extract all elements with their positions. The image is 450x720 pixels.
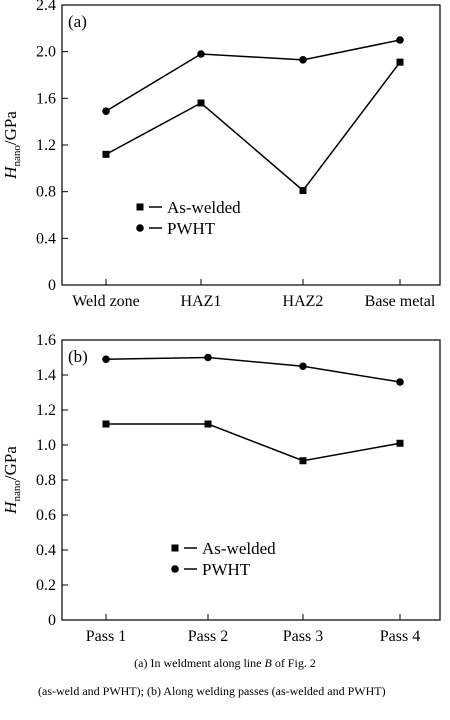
data-point-circle: [396, 36, 404, 44]
series-line-pwht: [105, 356, 401, 383]
data-point-square: [102, 150, 110, 158]
y-tick-label: 1.4: [36, 367, 56, 384]
y-tick-label: 1.2: [36, 137, 56, 154]
y-tick-label: 0.4: [36, 230, 56, 247]
y-tick-label: 0.8: [36, 184, 56, 201]
y-tick-label: 1.0: [36, 437, 56, 454]
data-point-square: [204, 420, 212, 428]
y-axis-label: Hnano/GPa: [1, 446, 23, 515]
data-point-circle: [197, 50, 205, 58]
legend-marker-square: [171, 544, 179, 552]
x-tick-label: Pass 2: [188, 628, 228, 645]
legend-marker-circle: [136, 224, 144, 232]
figure: 0 0.4 0.8 1.2 1.6 2.0 2.4 Weld zone HAZ1 HAZ2 Base…: [1, 0, 441, 645]
data-point-square: [197, 99, 205, 107]
y-tick-label: 2.0: [36, 44, 56, 61]
x-tick-label: Base metal: [365, 293, 436, 310]
legend-label: As-welded: [167, 198, 241, 217]
chart-panel-b: 0 0.2 0.4 0.6 0.8 1.0 1.2 1.4 1.6 Pass 1 Pass 2 Pas…: [1, 332, 441, 645]
y-tick-label: 0.8: [36, 472, 56, 489]
data-point-circle: [102, 355, 110, 364]
legend-marker-square: [136, 203, 144, 211]
y-tick-label: 2.4: [36, 0, 56, 14]
legend-marker-circle: [171, 565, 179, 573]
x-tick-label: HAZ2: [283, 293, 324, 310]
panel-label: (b): [68, 347, 88, 366]
y-axis-label: Hnano/GPa: [1, 111, 23, 180]
x-tick-label: Weld zone: [72, 293, 140, 310]
legend-label: PWHT: [167, 219, 216, 238]
y-tick-label: 1.6: [36, 332, 56, 349]
data-point-circle: [299, 56, 307, 64]
x-tick-label: Pass 4: [380, 628, 420, 645]
y-tick-label: 0: [48, 612, 56, 629]
data-point-square: [396, 58, 404, 66]
y-tick-label: 0.2: [36, 577, 56, 594]
plot-frame: [61, 339, 441, 621]
data-point-circle: [396, 378, 404, 386]
y-tick-label: 0.4: [36, 542, 56, 559]
data-point-circle: [204, 353, 212, 362]
legend-label: As-welded: [202, 539, 276, 558]
chart-panel-a: 0 0.4 0.8 1.2 1.6 2.0 2.4 Weld zone HAZ1 HAZ2 Base…: [1, 0, 441, 310]
data-point-circle: [102, 107, 110, 115]
x-tick-label: Pass 3: [283, 628, 323, 645]
data-point-square: [396, 439, 404, 447]
x-tick-label: Pass 1: [86, 628, 126, 645]
y-tick-label: 1.6: [36, 90, 56, 107]
y-tick-label: 0.6: [36, 507, 56, 524]
legend-label: PWHT: [202, 560, 251, 579]
data-point-circle: [299, 362, 307, 371]
x-tick-label: HAZ1: [181, 293, 222, 310]
data-point-square: [299, 187, 307, 194]
y-tick-label: 1.2: [36, 402, 56, 419]
y-tick-label: 0: [48, 277, 56, 294]
caption-line-1: (a) In weldment along line B of Fig. 2: [134, 656, 316, 670]
caption-line-2: (as-weld and PWHT); (b) Along welding pa…: [38, 684, 386, 698]
series-line-as-welded: [105, 61, 401, 192]
data-point-square: [102, 420, 110, 428]
data-point-square: [299, 457, 307, 465]
series-line-pwht: [105, 39, 401, 112]
series-line-as-welded: [106, 423, 401, 462]
panel-label: (a): [68, 12, 87, 31]
